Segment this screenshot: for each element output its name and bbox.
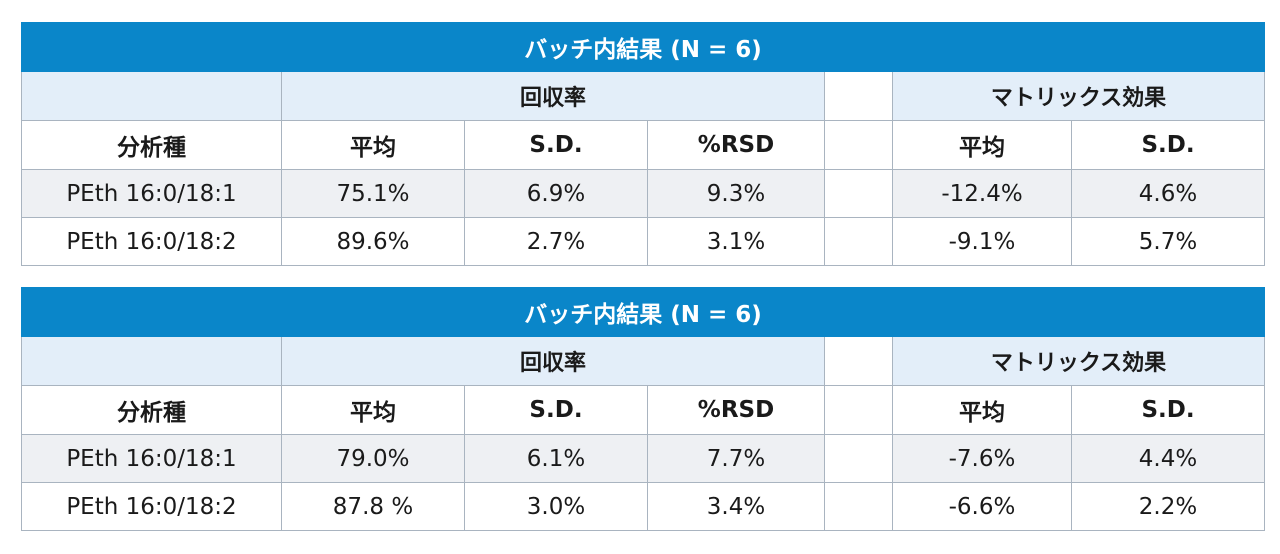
gap-cell xyxy=(824,71,893,121)
cell-recovery-mean: 79.0% xyxy=(281,434,465,483)
cell-recovery-rsd: 3.1% xyxy=(647,217,825,266)
gap-cell xyxy=(824,217,893,266)
cell-recovery-sd: 6.9% xyxy=(464,169,648,218)
gap-cell xyxy=(824,482,893,531)
cell-matrix-sd: 4.4% xyxy=(1070,434,1266,483)
table-row: PEth 16:0/18:1 79.0% 6.1% 7.7% -7.6% 4.4… xyxy=(21,434,1266,483)
group-header-row: 回収率 マトリックス効果 xyxy=(21,71,1266,121)
group-header-matrix-effect: マトリックス効果 xyxy=(891,336,1266,386)
cell-recovery-sd: 3.0% xyxy=(464,482,648,531)
column-header-row: 分析種 平均 S.D. %RSD 平均 S.D. xyxy=(21,120,1266,170)
group-header-row: 回収率 マトリックス効果 xyxy=(21,336,1266,386)
table-row: PEth 16:0/18:2 89.6% 2.7% 3.1% -9.1% 5.7… xyxy=(21,217,1266,266)
results-table-1: バッチ内結果 (N = 6) 回収率 マトリックス効果 分析種 平均 S.D. … xyxy=(20,22,1266,266)
cell-recovery-sd: 6.1% xyxy=(464,434,648,483)
cell-analyte: PEth 16:0/18:1 xyxy=(21,169,282,218)
gap-cell xyxy=(824,120,893,170)
cell-matrix-sd: 2.2% xyxy=(1070,482,1266,531)
column-header-recovery-sd: S.D. xyxy=(464,120,648,170)
cell-matrix-sd: 4.6% xyxy=(1070,169,1266,218)
cell-matrix-mean: -12.4% xyxy=(892,169,1072,218)
column-header-matrix-mean: 平均 xyxy=(892,120,1072,170)
group-header-empty xyxy=(21,71,282,121)
column-header-matrix-mean: 平均 xyxy=(892,385,1072,435)
cell-matrix-mean: -9.1% xyxy=(892,217,1072,266)
table-row: PEth 16:0/18:2 87.8 % 3.0% 3.4% -6.6% 2.… xyxy=(21,482,1266,531)
table-row: PEth 16:0/18:1 75.1% 6.9% 9.3% -12.4% 4.… xyxy=(21,169,1266,218)
table-title-row: バッチ内結果 (N = 6) xyxy=(20,22,1266,72)
cell-recovery-mean: 75.1% xyxy=(281,169,465,218)
column-header-analyte: 分析種 xyxy=(21,385,282,435)
cell-recovery-mean: 87.8 % xyxy=(281,482,465,531)
column-header-recovery-rsd: %RSD xyxy=(647,120,825,170)
cell-recovery-rsd: 9.3% xyxy=(647,169,825,218)
cell-analyte: PEth 16:0/18:1 xyxy=(21,434,282,483)
column-header-recovery-mean: 平均 xyxy=(281,385,465,435)
group-header-empty xyxy=(21,336,282,386)
cell-recovery-rsd: 7.7% xyxy=(647,434,825,483)
group-header-recovery: 回収率 xyxy=(281,336,825,386)
cell-analyte: PEth 16:0/18:2 xyxy=(21,217,282,266)
cell-matrix-mean: -7.6% xyxy=(892,434,1072,483)
gap-cell xyxy=(824,385,893,435)
column-header-recovery-sd: S.D. xyxy=(464,385,648,435)
cell-recovery-sd: 2.7% xyxy=(464,217,648,266)
cell-recovery-mean: 89.6% xyxy=(281,217,465,266)
column-header-matrix-sd: S.D. xyxy=(1070,385,1266,435)
cell-recovery-rsd: 3.4% xyxy=(647,482,825,531)
cell-matrix-mean: -6.6% xyxy=(892,482,1072,531)
gap-cell xyxy=(824,336,893,386)
column-header-matrix-sd: S.D. xyxy=(1070,120,1266,170)
table-title: バッチ内結果 (N = 6) xyxy=(20,22,1266,72)
gap-cell xyxy=(824,434,893,483)
column-header-recovery-mean: 平均 xyxy=(281,120,465,170)
cell-matrix-sd: 5.7% xyxy=(1070,217,1266,266)
column-header-row: 分析種 平均 S.D. %RSD 平均 S.D. xyxy=(21,385,1266,435)
results-table-2: バッチ内結果 (N = 6) 回収率 マトリックス効果 分析種 平均 S.D. … xyxy=(20,287,1266,531)
table-title: バッチ内結果 (N = 6) xyxy=(20,287,1266,337)
table-title-row: バッチ内結果 (N = 6) xyxy=(20,287,1266,337)
column-header-analyte: 分析種 xyxy=(21,120,282,170)
column-header-recovery-rsd: %RSD xyxy=(647,385,825,435)
gap-cell xyxy=(824,169,893,218)
cell-analyte: PEth 16:0/18:2 xyxy=(21,482,282,531)
group-header-recovery: 回収率 xyxy=(281,71,825,121)
group-header-matrix-effect: マトリックス効果 xyxy=(891,71,1266,121)
